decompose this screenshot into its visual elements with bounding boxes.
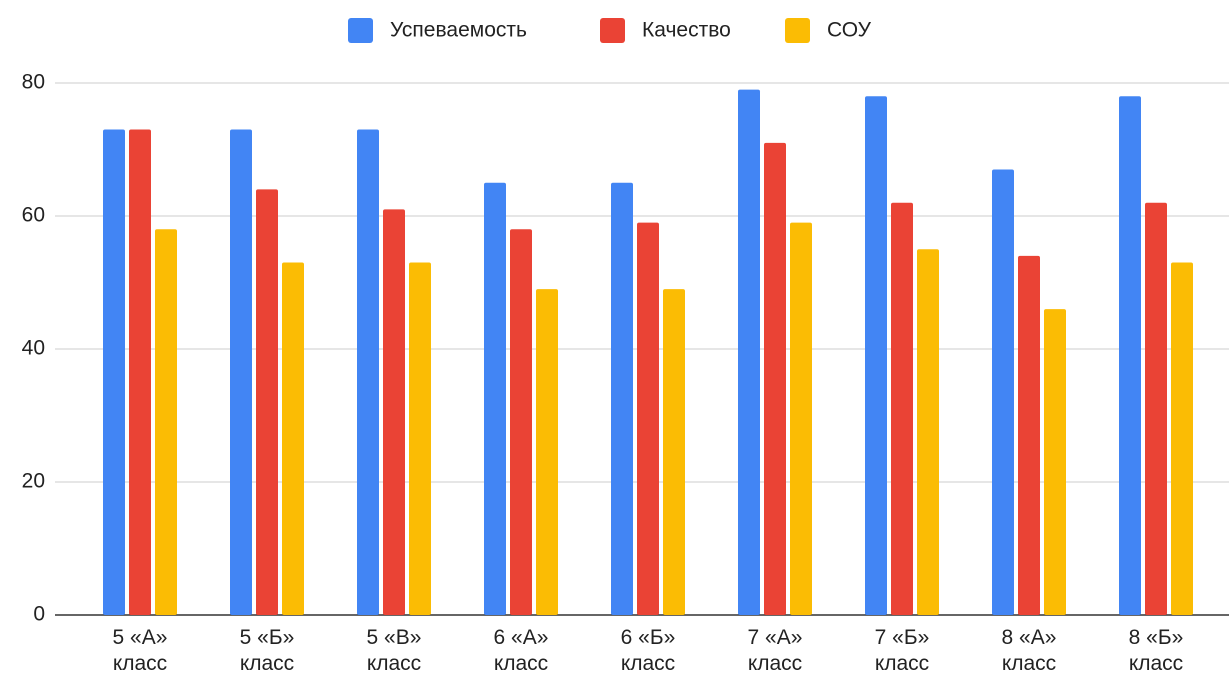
legend-swatch bbox=[600, 18, 625, 43]
bar bbox=[611, 182, 633, 615]
bar bbox=[256, 189, 278, 615]
y-tick-label: 20 bbox=[22, 470, 45, 493]
bar bbox=[510, 229, 532, 616]
bar bbox=[409, 262, 431, 615]
bar bbox=[383, 209, 405, 615]
bar bbox=[1018, 255, 1040, 615]
y-tick-label: 40 bbox=[22, 337, 45, 360]
bar bbox=[790, 222, 812, 615]
legend-label: Успеваемость bbox=[390, 19, 527, 42]
bar bbox=[764, 142, 786, 615]
bar bbox=[484, 182, 506, 615]
bar bbox=[1145, 202, 1167, 615]
bar bbox=[230, 129, 252, 616]
bar bbox=[891, 202, 913, 615]
bar bbox=[663, 289, 685, 615]
x-tick-label: 5 «А» класс bbox=[113, 626, 168, 675]
bar bbox=[1044, 309, 1066, 615]
legend-swatch bbox=[348, 18, 373, 43]
legend-label: СОУ bbox=[827, 19, 872, 42]
x-tick-label: 6 «А» класс bbox=[494, 626, 549, 675]
bar bbox=[738, 89, 760, 615]
x-tick-label: 5 «Б» класс bbox=[240, 626, 295, 675]
x-tick-label: 7 «Б» класс bbox=[875, 626, 930, 675]
bar bbox=[917, 249, 939, 615]
bar bbox=[1171, 262, 1193, 615]
bar bbox=[992, 169, 1014, 615]
bar bbox=[637, 222, 659, 615]
legend-label: Качество bbox=[642, 19, 731, 42]
y-tick-label: 0 bbox=[33, 603, 45, 626]
x-tick-label: 7 «А» класс bbox=[748, 626, 803, 675]
bar bbox=[129, 129, 151, 616]
bar bbox=[865, 96, 887, 616]
bar bbox=[357, 129, 379, 616]
y-tick-label: 60 bbox=[22, 204, 45, 227]
legend-swatch bbox=[785, 18, 810, 43]
x-tick-label: 6 «Б» класс bbox=[621, 626, 676, 675]
x-tick-label: 8 «А» класс bbox=[1002, 626, 1057, 675]
bar bbox=[1119, 96, 1141, 616]
x-tick-label: 5 «В» класс bbox=[367, 626, 422, 675]
x-tick-label: 8 «Б» класс bbox=[1129, 626, 1184, 675]
y-tick-label: 80 bbox=[22, 71, 45, 94]
bar bbox=[155, 229, 177, 616]
bar bbox=[536, 289, 558, 615]
bar bbox=[282, 262, 304, 615]
bar bbox=[103, 129, 125, 616]
